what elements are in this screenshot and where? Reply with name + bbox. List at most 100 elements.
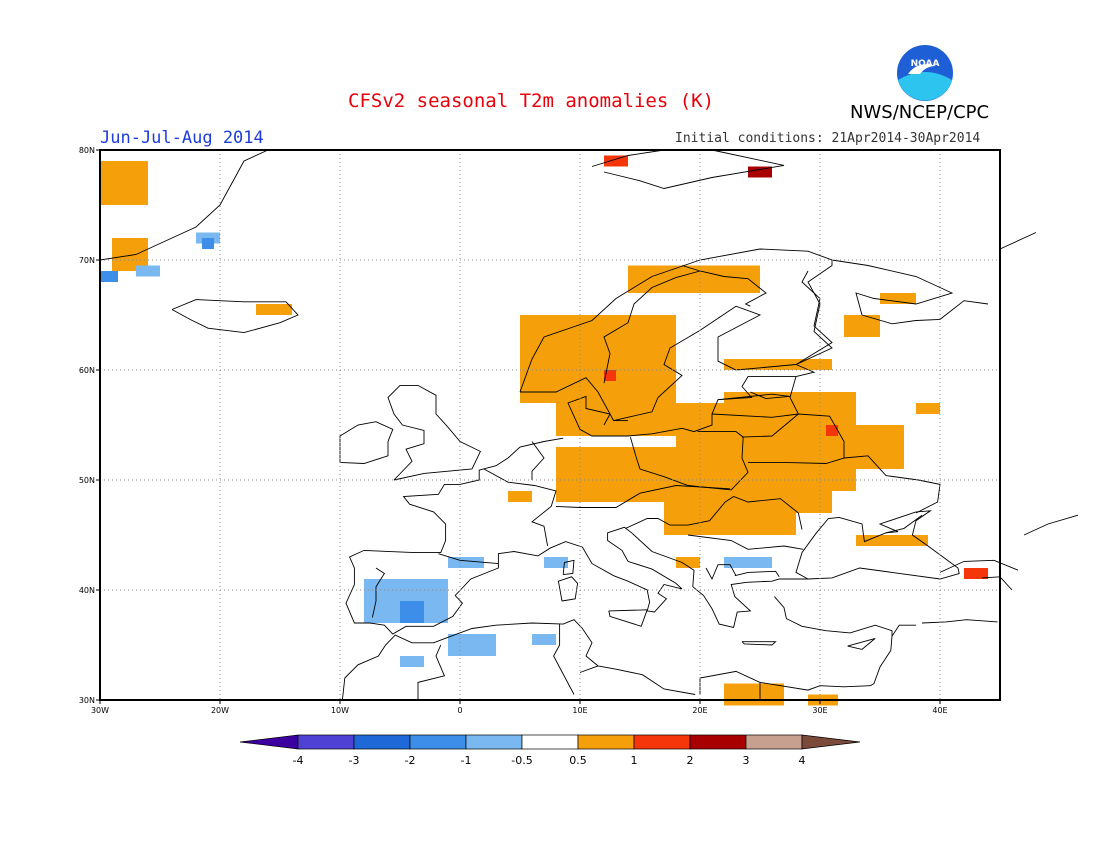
anomaly-region-21 xyxy=(604,155,628,167)
border-main-11 xyxy=(741,413,845,464)
anomaly-region-19 xyxy=(508,491,532,502)
border-main-10 xyxy=(789,376,799,415)
colorbar-bin-6 xyxy=(577,734,635,750)
border-main-9 xyxy=(705,564,737,581)
colorbar-bin-1 xyxy=(297,734,355,750)
lat-tick-label: 70N xyxy=(79,256,95,265)
anomaly-region-6 xyxy=(724,359,832,370)
lat-tick-label: 40N xyxy=(79,586,95,595)
coast-ireland xyxy=(339,421,394,464)
agency-label: NWS/NCEP/CPC xyxy=(850,102,990,123)
coast-africa xyxy=(699,670,871,695)
coast-libya-w xyxy=(341,619,696,701)
anomaly-region-29 xyxy=(448,557,484,568)
colorbar-bin-5 xyxy=(521,734,579,750)
border-main-27 xyxy=(579,665,599,673)
anomaly-region-17 xyxy=(916,403,940,414)
noaa-logo-text: NOAA xyxy=(911,59,940,69)
anomaly-region-20 xyxy=(676,557,700,568)
lat-tick-label: 60N xyxy=(79,366,95,375)
anomaly-region-34 xyxy=(400,656,424,667)
border-main-3 xyxy=(555,485,731,508)
anomaly-region-31 xyxy=(532,634,556,645)
colorbar-bin-0 xyxy=(239,734,299,750)
coast-corsica xyxy=(562,559,575,576)
coast-svalbard xyxy=(591,149,785,189)
border-main-26 xyxy=(553,624,575,695)
anomaly-region-25 xyxy=(748,166,772,178)
coast-novaya-zemlya xyxy=(999,232,1037,250)
anomaly-region-32 xyxy=(544,557,568,568)
border-main-14 xyxy=(717,393,791,401)
coast-britain xyxy=(387,384,481,481)
border-main-13 xyxy=(711,413,799,418)
colorbar-bin-10 xyxy=(801,734,861,750)
lat-tick-label: 50N xyxy=(79,476,95,485)
colorbar-label: -0.5 xyxy=(511,754,532,767)
anomaly-region-5 xyxy=(628,265,760,293)
anomaly-region-8 xyxy=(880,293,916,304)
border-main-4 xyxy=(531,441,545,480)
colorbar-label: 3 xyxy=(743,754,750,767)
colorbar-bin-3 xyxy=(409,734,467,750)
lon-tick-label: 20E xyxy=(692,706,707,715)
season-label: Jun-Jul-Aug 2014 xyxy=(100,128,264,148)
border-main-18 xyxy=(795,270,833,365)
lon-tick-label: 0 xyxy=(457,706,462,715)
colorbar-label: 0.5 xyxy=(569,754,587,767)
border-main-22 xyxy=(921,619,998,624)
border-main-7 xyxy=(687,534,804,550)
anomaly-region-24 xyxy=(964,568,988,579)
anomaly-region-13 xyxy=(832,425,904,469)
lon-tick-label: 10W xyxy=(331,706,349,715)
coast-cyprus xyxy=(847,637,876,650)
lon-tick-label: 30E xyxy=(812,706,827,715)
border-main-12 xyxy=(843,455,941,514)
border-main-20 xyxy=(939,559,1019,573)
coast-sicily xyxy=(608,609,648,627)
coast-white-sea xyxy=(861,300,989,325)
border-main-24 xyxy=(371,567,386,618)
anomaly-region-15 xyxy=(724,683,784,706)
coast-baltic xyxy=(567,364,816,437)
border-main-1 xyxy=(483,468,557,547)
border-main-15 xyxy=(750,391,789,400)
border-main-5 xyxy=(629,431,749,491)
map-frame xyxy=(99,149,1001,701)
border-main-25 xyxy=(417,644,446,700)
lon-tick-label: 20W xyxy=(211,706,229,715)
colorbar-bin-9 xyxy=(745,734,803,750)
anomaly-region-7 xyxy=(844,315,880,337)
initial-conditions-label: Initial conditions: 21Apr2014-30Apr2014 xyxy=(675,131,981,146)
coast-scandinavia xyxy=(519,248,833,422)
anomaly-region-33 xyxy=(724,557,772,568)
coast-kola xyxy=(831,259,954,316)
border-main-2 xyxy=(438,553,499,565)
anomaly-region-0 xyxy=(100,161,148,205)
colorbar-bin-7 xyxy=(633,734,691,750)
border-main-6 xyxy=(625,495,803,530)
lat-tick-label: 30N xyxy=(79,696,95,705)
border-main-8 xyxy=(734,570,780,578)
anomaly-region-30 xyxy=(448,634,496,656)
colorbar-bin-8 xyxy=(689,734,747,750)
anomaly-region-36 xyxy=(202,238,214,249)
anomaly-region-35 xyxy=(400,601,424,623)
border-main-23 xyxy=(891,624,916,637)
coastlines xyxy=(99,149,1079,701)
coast-crete xyxy=(741,641,777,646)
anomaly-region-27 xyxy=(136,265,160,277)
border-main-19 xyxy=(603,270,701,384)
noaa-logo: NOAA xyxy=(897,45,953,101)
lat-tick-label: 80N xyxy=(79,146,95,155)
colorbar-bin-2 xyxy=(353,734,411,750)
coast-continent-west xyxy=(345,437,960,635)
anomaly-region-14 xyxy=(664,491,796,535)
colorbar-label: 2 xyxy=(687,754,694,767)
anomaly-region-2 xyxy=(256,304,292,315)
lon-tick-label: 10E xyxy=(572,706,587,715)
anomaly-region-18 xyxy=(856,535,928,546)
coast-anatolia-south xyxy=(774,596,893,637)
lon-tick-label: 30W xyxy=(91,706,109,715)
